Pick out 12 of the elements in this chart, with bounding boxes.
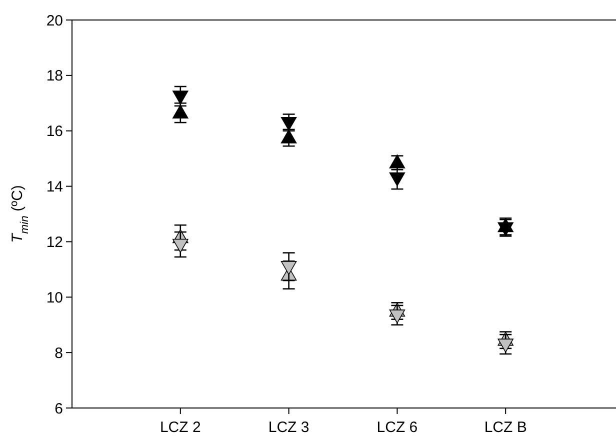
y-tick-label: 20 [46,12,63,30]
y-tick-label: 14 [46,178,63,196]
y-tick-label: 16 [46,123,63,140]
y-tick-label: 18 [46,68,63,85]
x-tick-label: LCZ 2 [160,419,201,436]
y-tick-label: 8 [54,344,63,362]
y-tick-label: 6 [54,400,63,418]
y-tick-label: 12 [46,234,63,251]
x-tick-label: LCZ 6 [376,419,418,436]
x-tick-label: LCZ 3 [268,419,310,436]
y-tick-label: 10 [46,289,63,306]
x-tick-label: LCZ B [484,419,527,436]
